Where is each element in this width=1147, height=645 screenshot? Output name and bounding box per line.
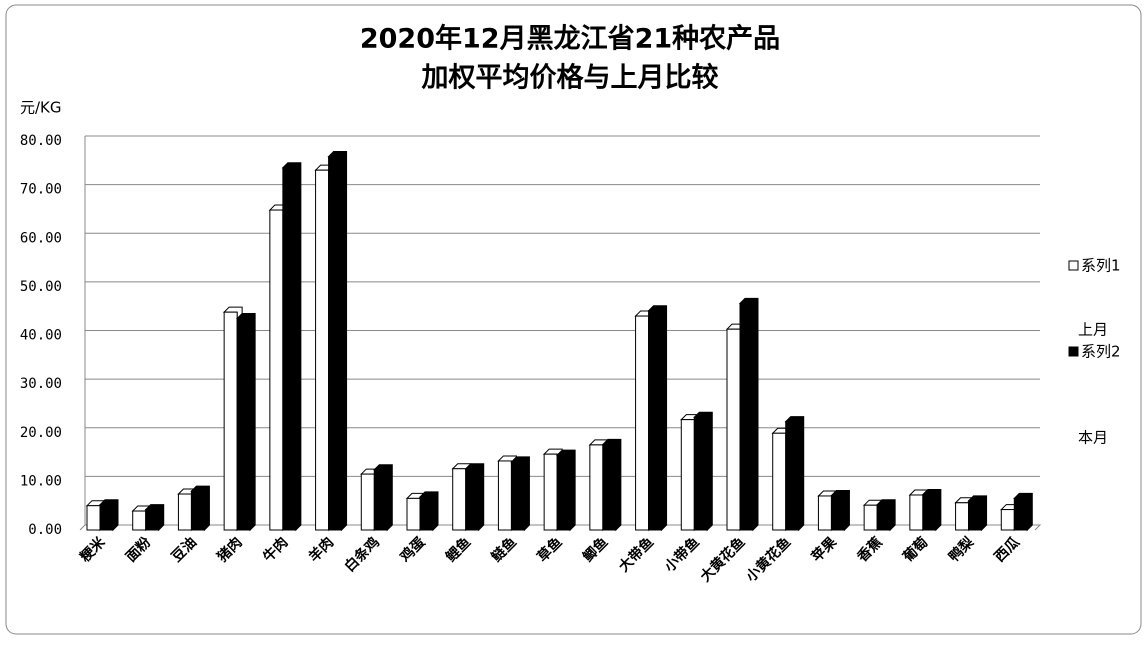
bar: [922, 494, 937, 531]
y-tick-label: 60.00: [20, 230, 62, 246]
legend-swatch: [1068, 346, 1079, 357]
annotation: 本月: [1078, 429, 1108, 447]
bar: [909, 494, 924, 531]
legend-swatch: [1068, 260, 1079, 271]
bar: [406, 497, 421, 531]
bar: [223, 311, 238, 531]
bar: [236, 317, 251, 531]
bar: [785, 421, 800, 531]
chart-title: 2020年12月黑龙江省21种农产品: [360, 23, 780, 55]
y-tick-label: 0.00: [28, 522, 62, 538]
y-tick-label: 40.00: [20, 328, 62, 344]
bar: [589, 444, 604, 531]
bar: [693, 416, 708, 531]
bar: [772, 432, 787, 531]
bar: [817, 495, 832, 531]
bar: [99, 504, 114, 531]
bar: [145, 509, 160, 531]
bar: [543, 453, 558, 531]
y-tick-label: 80.00: [20, 133, 62, 149]
bar: [86, 505, 101, 531]
y-tick-label: 30.00: [20, 376, 62, 392]
bar: [419, 496, 434, 531]
bar: [1013, 497, 1028, 531]
bar: [132, 510, 147, 531]
y-tick-label: 10.00: [20, 473, 62, 489]
bar: [315, 169, 330, 531]
bar: [830, 494, 845, 531]
legend-label: 系列2: [1081, 343, 1121, 361]
bar: [955, 502, 970, 531]
bar: [1000, 509, 1015, 531]
bar: [465, 468, 480, 531]
y-tick-label: 50.00: [20, 279, 62, 295]
chart-title: 加权平均价格与上月比较: [422, 62, 719, 94]
bar: [328, 156, 343, 531]
bar: [177, 493, 192, 531]
bar: [360, 473, 375, 531]
bar: [635, 315, 650, 531]
bar: [863, 504, 878, 531]
bar: [190, 490, 205, 531]
bar: [282, 167, 297, 531]
y-tick-label: 20.00: [20, 425, 62, 441]
legend-label: 系列1: [1081, 257, 1121, 275]
bar: [373, 469, 388, 531]
bar: [510, 461, 525, 531]
bar: [968, 500, 983, 531]
y-tick-label: 70.00: [20, 182, 62, 198]
bar: [876, 504, 891, 531]
y-axis-label: 元/KG: [20, 99, 62, 117]
annotation: 上月: [1078, 321, 1108, 339]
bar: [602, 443, 617, 531]
bar: [269, 209, 284, 531]
bar: [739, 302, 754, 531]
bar: [452, 468, 467, 531]
bar: [726, 328, 741, 531]
bar: [680, 419, 695, 531]
bar: [556, 454, 571, 531]
bar: [497, 460, 512, 531]
bar: [648, 310, 663, 531]
